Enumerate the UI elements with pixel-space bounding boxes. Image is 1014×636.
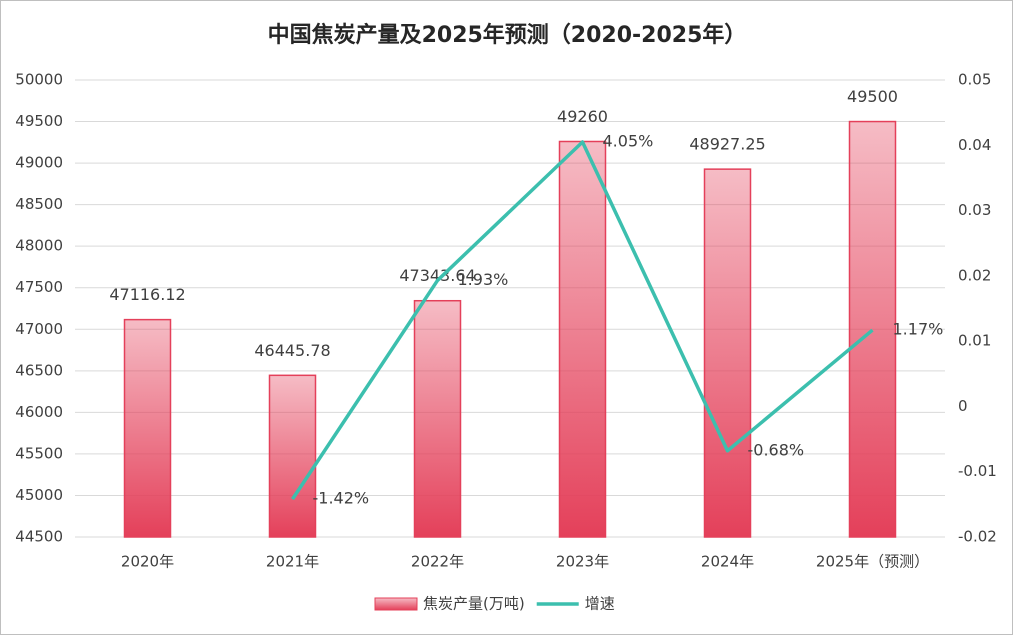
x-tick-label: 2025年（预测）: [816, 553, 929, 571]
bar-value-label: 48927.25: [689, 135, 765, 154]
y-tick-label: 48000: [15, 237, 63, 255]
y2-tick-label: -0.02: [958, 528, 997, 546]
bar: [123, 318, 172, 538]
legend-label: 焦炭产量(万吨): [423, 595, 525, 613]
line-value-label: -0.68%: [748, 440, 805, 459]
legend-swatch: [374, 597, 418, 611]
line-value-label: -1.42%: [313, 489, 370, 508]
line-value-label: 1.93%: [458, 270, 509, 289]
y2-tick-label: -0.01: [958, 462, 997, 480]
y2-tick-label: 0.03: [958, 201, 991, 219]
y-tick-label: 47000: [15, 320, 63, 338]
x-tick-label: 2022年: [411, 553, 464, 571]
bar-value-label: 47116.12: [109, 285, 185, 304]
bar: [558, 140, 607, 538]
chart-title: 中国焦炭产量及2025年预测（2020-2025年）: [268, 22, 747, 48]
line-value-label: 1.17%: [893, 320, 944, 339]
y2-tick-label: 0.05: [958, 71, 991, 89]
y-tick-label: 46500: [15, 361, 63, 379]
bar: [703, 168, 752, 538]
bar: [848, 120, 897, 538]
bar-value-label: 47343.64: [399, 266, 475, 285]
x-tick-label: 2024年: [701, 553, 754, 571]
y-tick-label: 49000: [15, 154, 63, 172]
y-tick-label: 49500: [15, 112, 63, 130]
y-tick-label: 45000: [15, 486, 63, 504]
y-tick-label: 50000: [15, 71, 63, 89]
bar: [268, 374, 317, 538]
bar-value-label: 46445.78: [254, 341, 330, 360]
y-tick-label: 46000: [15, 403, 63, 421]
line-value-label: 4.05%: [603, 132, 654, 151]
y2-tick-label: 0: [958, 397, 968, 415]
x-tick-label: 2023年: [556, 553, 609, 571]
y2-tick-label: 0.01: [958, 332, 991, 350]
line: [291, 140, 874, 501]
bar: [413, 299, 462, 538]
y-tick-label: 44500: [15, 528, 63, 546]
y-tick-label: 48500: [15, 195, 63, 213]
y2-tick-label: 0.02: [958, 266, 991, 284]
y2-tick-label: 0.04: [958, 136, 991, 154]
legend-label: 增速: [585, 595, 615, 613]
bar-value-label: 49500: [847, 87, 898, 106]
y-tick-label: 47500: [15, 278, 63, 296]
y-tick-label: 45500: [15, 444, 63, 462]
x-tick-label: 2021年: [266, 553, 319, 571]
x-tick-label: 2020年: [121, 553, 174, 571]
bar-value-label: 49260: [557, 107, 608, 126]
